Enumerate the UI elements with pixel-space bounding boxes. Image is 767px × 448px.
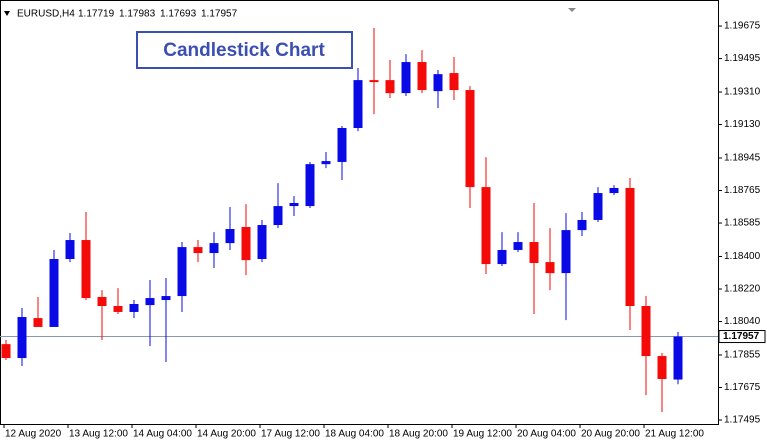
scroll-marker xyxy=(568,8,576,12)
y-tick-label: 1.17495 xyxy=(724,415,761,426)
candle-body xyxy=(161,296,171,301)
candle-body xyxy=(625,187,635,306)
y-tick-label: 1.19130 xyxy=(724,119,761,130)
candle-body xyxy=(321,161,331,165)
candle-body xyxy=(209,243,219,254)
candle-body xyxy=(113,305,123,312)
candle-body xyxy=(257,225,267,260)
header-value: 1.17957 xyxy=(201,9,238,20)
y-tick-label: 1.19310 xyxy=(724,87,761,98)
candle-body xyxy=(577,219,587,231)
candle-body xyxy=(433,74,443,92)
header-value: 1.17693 xyxy=(160,9,197,20)
header-value: 1.17719 xyxy=(78,9,115,20)
x-tick-label: 12 Aug 2020 xyxy=(5,429,62,440)
candle-body xyxy=(81,240,91,299)
candle-body xyxy=(65,240,75,260)
candle-body xyxy=(337,127,347,162)
candle-body xyxy=(673,336,683,380)
y-tick-label: 1.18945 xyxy=(724,153,761,164)
candle-body xyxy=(177,247,187,297)
x-tick-label: 21 Aug 12:00 xyxy=(645,429,704,440)
candle-body xyxy=(657,356,667,380)
current-price-label: 1.17957 xyxy=(723,331,760,342)
y-tick-label: 1.18220 xyxy=(724,284,761,295)
candle-body xyxy=(289,202,299,207)
candle-body xyxy=(1,344,11,359)
candle-body xyxy=(97,296,107,306)
y-tick-label: 1.18400 xyxy=(724,251,761,262)
candle-body xyxy=(129,304,139,312)
candle-body xyxy=(561,230,571,274)
current-price-box xyxy=(718,330,766,344)
y-tick-label: 1.18040 xyxy=(724,316,761,327)
candle-body xyxy=(369,80,379,83)
header-value: 1.17983 xyxy=(119,9,156,20)
y-tick-label: 1.18765 xyxy=(724,185,761,196)
chart-title: Candlestick Chart xyxy=(163,40,325,61)
y-tick-label: 1.17855 xyxy=(724,350,761,361)
candle-body xyxy=(385,80,395,94)
x-tick-label: 20 Aug 20:00 xyxy=(581,429,640,440)
y-tick-label: 1.17675 xyxy=(724,382,761,393)
candle-body xyxy=(17,317,27,359)
x-tick-label: 14 Aug 20:00 xyxy=(197,429,256,440)
x-tick-label: 18 Aug 20:00 xyxy=(389,429,448,440)
y-tick-label: 1.18585 xyxy=(724,218,761,229)
candle-body xyxy=(481,187,491,265)
candle-body xyxy=(449,73,459,91)
y-tick-label: 1.19675 xyxy=(724,21,761,32)
title-box xyxy=(136,31,353,69)
candle-body xyxy=(513,242,523,250)
candle-body xyxy=(145,298,155,306)
x-tick-label: 17 Aug 12:00 xyxy=(261,429,320,440)
candle-body xyxy=(305,164,315,207)
candle-body xyxy=(465,90,475,188)
x-tick-label: 19 Aug 12:00 xyxy=(453,429,512,440)
candle-body xyxy=(273,206,283,226)
plot-frame xyxy=(0,0,719,425)
candle-body xyxy=(353,80,363,128)
candle-body xyxy=(193,247,203,254)
menu-arrow[interactable] xyxy=(4,11,10,16)
x-tick-label: 18 Aug 04:00 xyxy=(325,429,384,440)
x-tick-label: 20 Aug 04:00 xyxy=(517,429,576,440)
candle-body xyxy=(545,262,555,274)
symbol: EURUSD,H4 xyxy=(17,9,75,20)
candle-body xyxy=(593,193,603,220)
x-tick-label: 13 Aug 12:00 xyxy=(69,429,128,440)
candle-body xyxy=(641,305,651,357)
y-tick-label: 1.19495 xyxy=(724,53,761,64)
candle-body xyxy=(33,318,43,327)
candle-body xyxy=(401,62,411,94)
candle-body xyxy=(529,242,539,263)
candle-body xyxy=(241,227,251,261)
candle-body xyxy=(49,259,59,327)
x-tick-label: 14 Aug 04:00 xyxy=(133,429,192,440)
candle-body xyxy=(225,229,235,244)
candle-body xyxy=(417,62,427,91)
candle-body xyxy=(609,187,619,194)
candle-body xyxy=(497,249,507,265)
